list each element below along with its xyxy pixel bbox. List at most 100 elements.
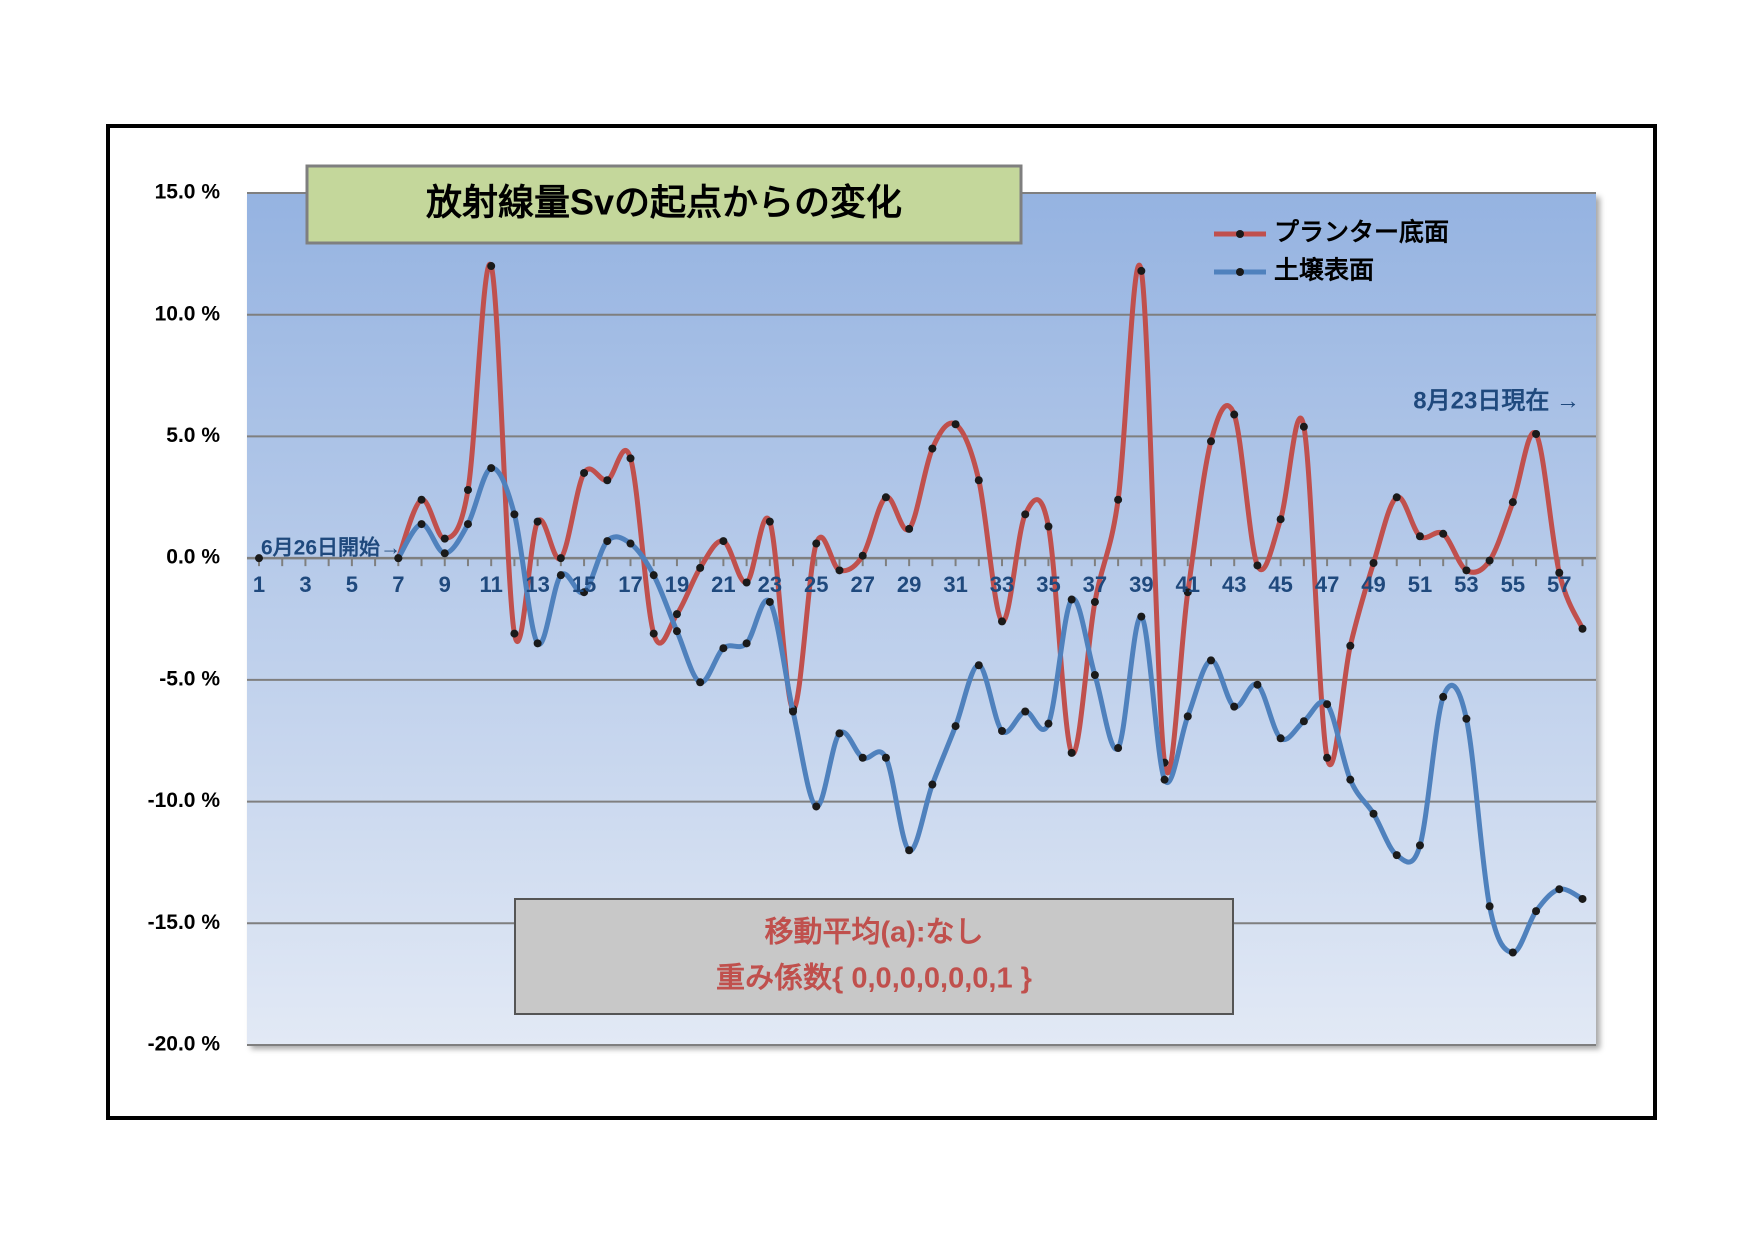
marker: [835, 566, 844, 575]
marker: [255, 554, 263, 563]
marker: [394, 554, 403, 563]
legend-label: 土壌表面: [1274, 257, 1374, 285]
marker: [696, 678, 705, 687]
title-box: [305, 164, 1023, 245]
x-tick-label: 49: [1361, 572, 1385, 597]
marker: [1230, 702, 1239, 711]
marker: [1206, 656, 1215, 665]
x-tick-label: 9: [439, 572, 451, 597]
marker: [510, 510, 519, 519]
marker: [1578, 894, 1587, 903]
marker: [1230, 410, 1239, 419]
marker: [1299, 717, 1308, 726]
marker: [905, 524, 914, 533]
marker: [1067, 748, 1076, 757]
marker: [881, 753, 890, 762]
marker: [858, 551, 867, 560]
marker: [974, 661, 983, 670]
legend-marker: [1236, 230, 1244, 238]
x-tick-label: 55: [1501, 572, 1525, 597]
marker: [463, 520, 472, 529]
marker: [649, 571, 658, 580]
x-tick-label: 25: [804, 572, 828, 597]
x-tick-label: 35: [1036, 572, 1060, 597]
y-tick-label: -15.0 %: [148, 911, 221, 934]
marker: [1555, 568, 1564, 577]
marker: [1439, 529, 1448, 538]
x-tick-label: 37: [1083, 572, 1107, 597]
marker: [1114, 495, 1123, 504]
marker: [812, 802, 821, 811]
marker: [1299, 422, 1308, 431]
marker: [1346, 641, 1355, 650]
marker: [1508, 498, 1517, 507]
marker: [765, 597, 774, 606]
marker: [696, 563, 705, 572]
chart-title: 放射線量Svの起点からの変化: [426, 182, 902, 223]
note-box: [514, 898, 1234, 1015]
x-tick-label: 5: [346, 572, 358, 597]
marker: [742, 639, 751, 648]
marker: [1160, 775, 1169, 784]
x-tick-label: 31: [943, 572, 967, 597]
marker: [1392, 493, 1401, 502]
marker: [1555, 885, 1564, 894]
marker: [1183, 588, 1192, 597]
marker: [533, 639, 542, 648]
x-tick-label: 39: [1129, 572, 1153, 597]
marker: [1137, 612, 1146, 621]
marker: [556, 571, 565, 580]
x-tick-label: 45: [1268, 572, 1292, 597]
marker: [1369, 809, 1378, 818]
marker: [765, 517, 774, 526]
marker: [742, 578, 751, 587]
x-tick-label: 43: [1222, 572, 1246, 597]
x-tick-label: 15: [572, 572, 596, 597]
marker: [1253, 680, 1262, 689]
marker: [440, 534, 449, 543]
marker: [998, 617, 1007, 626]
marker: [719, 644, 728, 653]
marker: [626, 539, 635, 548]
marker: [580, 588, 589, 597]
y-tick-label: 0.0 %: [166, 546, 220, 569]
legend-label: プランター底面: [1274, 218, 1449, 247]
x-tick-label: 29: [897, 572, 921, 597]
x-tick-label: 27: [850, 572, 874, 597]
marker: [463, 485, 472, 494]
x-tick-label: 53: [1454, 572, 1478, 597]
x-tick-label: 17: [618, 572, 642, 597]
marker: [1090, 670, 1099, 679]
x-tick-label: 11: [480, 572, 503, 597]
marker: [1137, 266, 1146, 275]
marker: [1114, 744, 1123, 753]
annotation: 6月26日開始→: [261, 536, 401, 560]
marker: [1415, 532, 1424, 541]
y-tick-label: -5.0 %: [159, 667, 220, 690]
marker: [1462, 714, 1471, 723]
marker: [440, 549, 449, 558]
marker: [672, 610, 681, 619]
x-tick-label: 19: [665, 572, 689, 597]
marker: [998, 726, 1007, 735]
x-tick-label: 57: [1547, 572, 1571, 597]
x-tick-label: 3: [299, 572, 311, 597]
annotation: 8月23日現在 →: [1413, 386, 1580, 414]
marker: [603, 476, 612, 485]
marker: [487, 464, 496, 473]
x-tick-label: 33: [990, 572, 1014, 597]
marker: [928, 444, 937, 453]
marker: [1415, 841, 1424, 850]
marker: [487, 262, 496, 271]
x-tick-label: 51: [1408, 572, 1432, 597]
marker: [649, 629, 658, 638]
marker: [417, 520, 426, 529]
y-tick-label: -20.0 %: [148, 1033, 221, 1056]
y-tick-label: 10.0 %: [155, 302, 221, 325]
marker: [1392, 851, 1401, 860]
marker: [1183, 712, 1192, 721]
marker: [1532, 907, 1541, 916]
marker: [719, 537, 728, 546]
marker: [626, 454, 635, 463]
